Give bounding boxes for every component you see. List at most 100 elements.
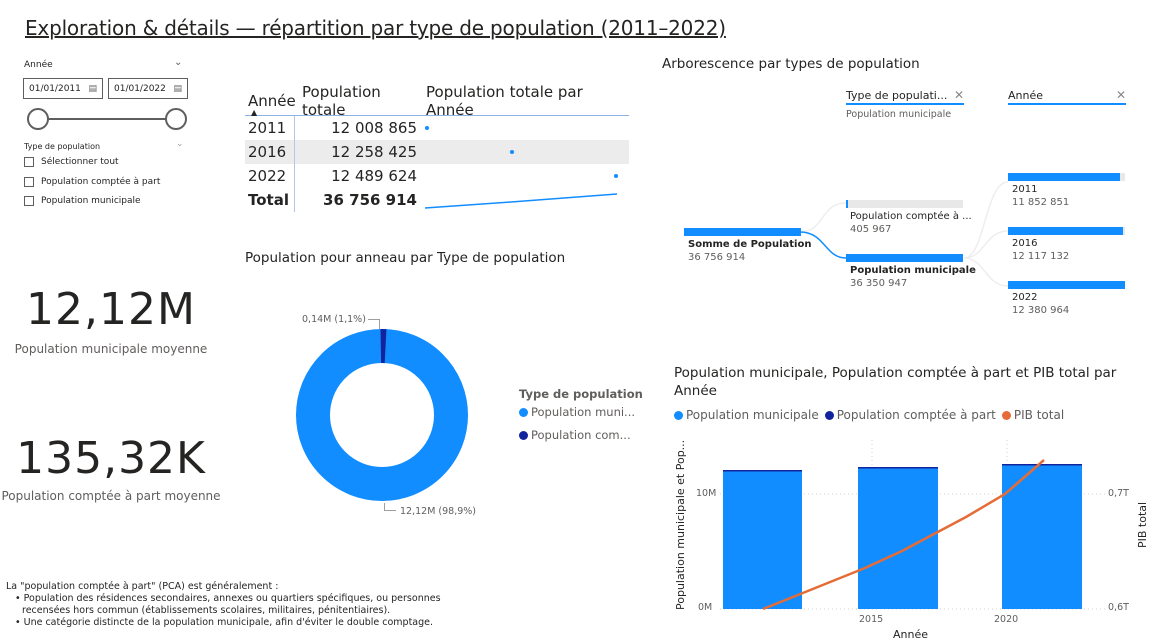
checkbox-label: Population municipale: [41, 196, 141, 206]
range-slider-track[interactable]: [38, 118, 176, 120]
checkbox-population-comptee[interactable]: Population comptée à part: [24, 177, 160, 187]
chevron-down-icon[interactable]: ⌄: [176, 139, 184, 149]
checkbox-box[interactable]: [24, 177, 34, 187]
chevron-down-icon[interactable]: ⌄: [174, 57, 183, 68]
tree-node-year-2011[interactable]: 2011 11 852 851: [1012, 183, 1069, 209]
y-left-tick: 10M: [696, 488, 717, 499]
sparkline-point: [425, 126, 429, 130]
note-bullet: • Population des résidences secondaires,…: [15, 593, 441, 616]
tree-node-root[interactable]: Somme de Population 36 756 914: [688, 238, 811, 264]
sparkline-total: [423, 188, 629, 212]
close-icon[interactable]: ✕: [953, 88, 964, 102]
sparkline-cell: [423, 140, 629, 164]
checkbox-label: Population comptée à part: [41, 177, 161, 187]
tree-node-bar[interactable]: [1008, 173, 1120, 181]
range-slider-end-handle[interactable]: [165, 108, 187, 130]
sparkline-point: [614, 174, 618, 178]
combo-title-line: Population municipale, Population compté…: [674, 365, 1117, 381]
legend-label: Population com...: [531, 428, 631, 442]
tree-node-bar[interactable]: [684, 228, 801, 236]
legend-item-population-comptee[interactable]: Population com...: [519, 428, 631, 442]
donut-label-small: 0,14M (1,1%): [302, 314, 366, 325]
table-row[interactable]: 2011 12 008 865: [245, 116, 629, 140]
tree-level-year-header[interactable]: Année ✕: [1008, 88, 1126, 105]
note-list: • Population des résidences secondaires,…: [6, 593, 454, 629]
year-slicer-label: Année: [24, 60, 53, 70]
table-row[interactable]: 2016 12 258 425: [245, 140, 629, 164]
y-right-tick: 0,6T: [1108, 602, 1129, 613]
kpi-population-municipale-label: Population municipale moyenne: [14, 342, 208, 356]
population-table: Année ▲ Population totale Population tot…: [245, 82, 629, 212]
donut-title: Population pour anneau par Type de popul…: [245, 250, 566, 266]
tree-node-bar[interactable]: [846, 254, 963, 262]
tree-title: Arborescence par types de population: [662, 56, 920, 72]
close-icon[interactable]: ✕: [1115, 88, 1126, 102]
tree-node-bar[interactable]: [846, 200, 848, 208]
column-header-population-totale[interactable]: Population totale: [302, 82, 381, 119]
legend-label: Population comptée à part: [836, 408, 996, 422]
sort-ascending-icon[interactable]: ▲: [251, 108, 258, 117]
note-intro: La "population comptée à part" (PCA) est…: [6, 581, 279, 592]
cell-year: 2011: [245, 116, 295, 140]
legend-dot-icon: [519, 407, 528, 417]
donut-label-large: 12,12M (98,9%): [400, 506, 477, 517]
total-label: Total: [245, 188, 295, 212]
sparkline-point: [510, 150, 514, 154]
checkbox-box[interactable]: [24, 157, 34, 167]
checkbox-population-municipale[interactable]: Population municipale: [24, 196, 141, 206]
checkbox-select-all[interactable]: Sélectionner tout: [24, 157, 119, 167]
column-header-label: Année: [248, 91, 296, 110]
legend-dot-icon: [674, 410, 683, 420]
tree-node-population-comptee[interactable]: Population comptée à ... 405 967: [850, 210, 972, 236]
tree-level-type-header[interactable]: Type de populati... ✕: [846, 88, 964, 105]
calendar-icon[interactable]: ▤: [173, 83, 182, 94]
combo-title: Population municipale, Population compté…: [674, 364, 1116, 400]
legend-item-population-comptee[interactable]: Population comptée à part: [824, 408, 996, 422]
start-date-input[interactable]: 01/01/2011 ▤: [23, 78, 103, 99]
column-header-sparkline[interactable]: Population totale par Année: [426, 82, 583, 119]
tree-level-label: Année: [1008, 88, 1044, 102]
calendar-icon[interactable]: ▤: [88, 83, 97, 94]
combo-legend: Population municipale Population comptée…: [674, 408, 1064, 422]
tree-node-bar[interactable]: [1008, 227, 1123, 235]
cell-year: 2016: [245, 140, 295, 164]
tree-node-label: 2016: [1012, 238, 1038, 249]
legend-item-population-municipale[interactable]: Population muni...: [519, 405, 635, 419]
donut-chart[interactable]: [296, 329, 468, 505]
total-value: 36 756 914: [323, 191, 417, 209]
start-date-value: 01/01/2011: [29, 83, 81, 94]
tree-node-label: 2022: [1012, 292, 1038, 303]
legend-label: Population municipale: [686, 408, 819, 422]
tree-node-year-2022[interactable]: 2022 12 380 964: [1012, 291, 1069, 317]
table-row[interactable]: 2022 12 489 624: [245, 164, 629, 188]
kpi-population-municipale-value: 12,12M: [26, 284, 196, 335]
tree-node-label: 2011: [1012, 184, 1038, 195]
tree-node-population-municipale[interactable]: Population municipale 36 350 947: [850, 264, 976, 290]
sparkline-cell: [423, 116, 629, 140]
y-right-axis-label: PIB total: [1136, 501, 1149, 548]
leader-line: [368, 319, 380, 329]
note-bullet: • Une catégorie distincte de la populati…: [15, 617, 434, 628]
tree-node-year-2016[interactable]: 2016 12 117 132: [1012, 237, 1069, 263]
x-tick: 2020: [994, 614, 1019, 625]
range-slider-start-handle[interactable]: [27, 108, 49, 130]
tree-node-bar[interactable]: [1008, 281, 1125, 289]
tree-node-value: 12 380 964: [1012, 305, 1070, 316]
tree-node-value: 36 350 947: [850, 278, 908, 289]
end-date-input[interactable]: 01/01/2022 ▤: [108, 78, 188, 99]
checkbox-box[interactable]: [24, 196, 34, 206]
tree-connectors: [800, 181, 1009, 287]
combo-chart-plot[interactable]: [720, 440, 1105, 612]
tree-node-label: Population municipale: [850, 265, 976, 276]
end-date-value: 01/01/2022: [114, 83, 166, 94]
legend-dot-icon: [824, 410, 834, 420]
column-header-annee[interactable]: Année ▲: [245, 86, 296, 118]
tree-node-value: 36 756 914: [688, 252, 746, 263]
legend-dot-icon: [1001, 410, 1011, 420]
pca-note: La "population comptée à part" (PCA) est…: [6, 581, 454, 629]
y-right-tick: 0,7T: [1108, 488, 1129, 499]
legend-item-population-municipale[interactable]: Population municipale: [674, 408, 819, 422]
sparkline-cell: [423, 164, 629, 188]
cell-value: 12 489 624: [331, 167, 417, 185]
legend-item-pib-total[interactable]: PIB total: [1001, 408, 1064, 422]
